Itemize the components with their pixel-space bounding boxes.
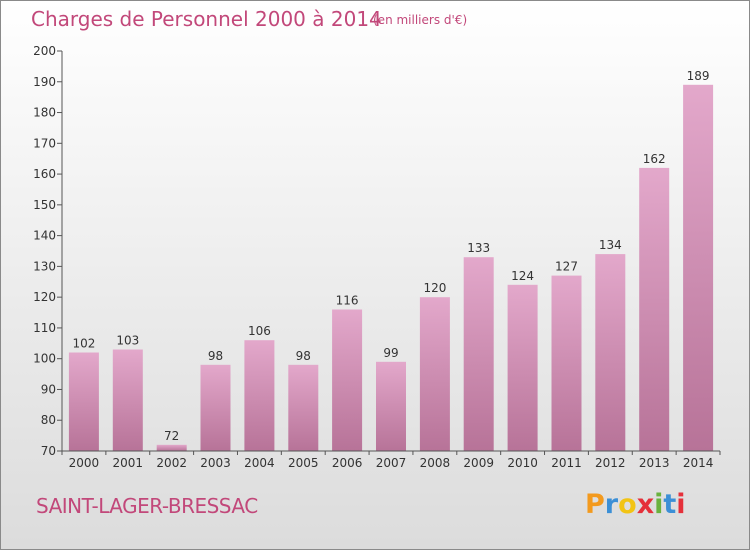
data-label-2014: 189 — [687, 69, 710, 83]
data-label-2003: 98 — [208, 349, 223, 363]
bar-2006 — [332, 309, 363, 451]
chart-title: Charges de Personnel 2000 à 2014 — [31, 7, 382, 31]
x-tick-label-2005: 2005 — [288, 456, 319, 470]
commune-name: SAINT-LAGER-BRESSAC — [36, 494, 258, 518]
data-label-2000: 102 — [72, 337, 95, 351]
data-label-2007: 99 — [383, 346, 398, 360]
y-tick-label: 180 — [33, 106, 56, 120]
bar-2009 — [463, 257, 494, 451]
data-label-2009: 133 — [467, 241, 490, 255]
y-tick-label: 190 — [33, 75, 56, 89]
x-tick-label-2009: 2009 — [463, 456, 494, 470]
bar-2002 — [156, 444, 187, 451]
x-tick-label-2007: 2007 — [376, 456, 407, 470]
bar-2008 — [419, 297, 450, 451]
x-tick-label-2010: 2010 — [507, 456, 538, 470]
x-tick-label-2011: 2011 — [551, 456, 582, 470]
bar-2004 — [244, 340, 275, 451]
data-label-2004: 106 — [248, 324, 271, 338]
proxiti-logo: Proxiti — [585, 489, 686, 520]
bar-2003 — [200, 364, 231, 451]
x-tick-label-2014: 2014 — [683, 456, 714, 470]
y-tick-label: 110 — [33, 321, 56, 335]
x-tick-label-2003: 2003 — [200, 456, 231, 470]
x-tick-label-2008: 2008 — [420, 456, 451, 470]
bar-2011 — [551, 275, 582, 451]
y-tick-label: 160 — [33, 167, 56, 181]
x-tick-label-2004: 2004 — [244, 456, 275, 470]
y-tick-label: 200 — [33, 44, 56, 58]
logo-letter: x — [636, 489, 655, 520]
bar-2001 — [112, 349, 143, 451]
x-tick-label-2000: 2000 — [69, 456, 100, 470]
logo-letter: o — [618, 489, 637, 520]
y-tick-label: 130 — [33, 259, 56, 273]
y-tick-label: 150 — [33, 198, 56, 212]
bar-2014 — [683, 84, 714, 452]
data-label-2002: 72 — [164, 429, 179, 443]
data-label-2006: 116 — [336, 294, 359, 308]
data-label-2011: 127 — [555, 260, 578, 274]
chart-subtitle: (en milliers d'€) — [373, 13, 468, 27]
y-tick-label: 140 — [33, 229, 56, 243]
data-label-2001: 103 — [116, 334, 139, 348]
x-tick-label-2006: 2006 — [332, 456, 363, 470]
bar-2010 — [507, 284, 538, 451]
data-label-2008: 120 — [423, 281, 446, 295]
bar-2013 — [639, 167, 670, 451]
bar-2007 — [376, 361, 406, 451]
bar-2012 — [595, 254, 626, 451]
x-tick-label-2013: 2013 — [639, 456, 670, 470]
y-tick-label: 80 — [41, 413, 56, 427]
data-label-2010: 124 — [511, 269, 534, 283]
y-tick-label: 90 — [41, 382, 56, 396]
logo-letter: t — [663, 489, 677, 520]
x-tick-label-2001: 2001 — [113, 456, 144, 470]
logo-letter: i — [676, 489, 686, 520]
logo-letter: i — [654, 489, 664, 520]
data-label-2013: 162 — [643, 152, 666, 166]
data-label-2005: 98 — [296, 349, 311, 363]
y-tick-label: 70 — [41, 444, 56, 458]
logo-letter: P — [585, 489, 605, 520]
y-tick-label: 120 — [33, 290, 56, 304]
data-label-2012: 134 — [599, 238, 622, 252]
x-tick-label-2002: 2002 — [156, 456, 187, 470]
y-tick-label: 100 — [33, 352, 56, 366]
bar-2005 — [288, 364, 319, 451]
y-tick-label: 170 — [33, 136, 56, 150]
x-tick-label-2012: 2012 — [595, 456, 626, 470]
logo-letter: r — [604, 489, 619, 520]
bar-2000 — [68, 352, 99, 451]
